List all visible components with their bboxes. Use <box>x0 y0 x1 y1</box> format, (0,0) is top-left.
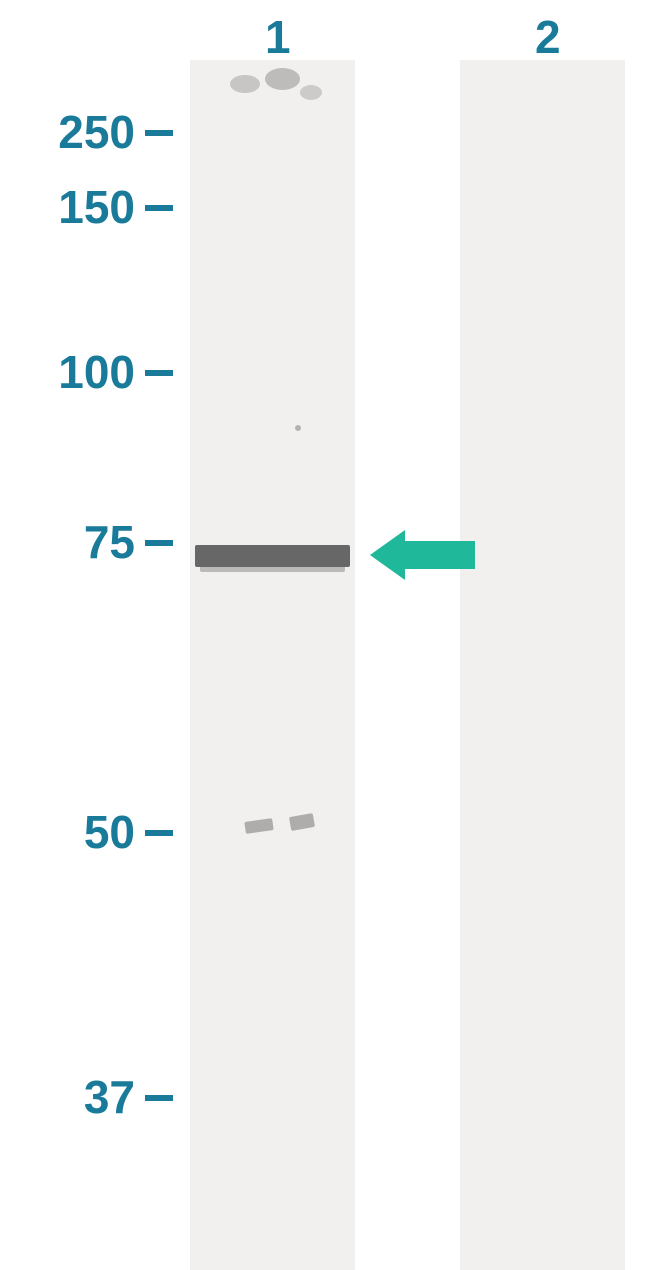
mw-label-250: 250 <box>58 105 135 159</box>
mw-tick-250 <box>145 130 173 136</box>
noise-spot <box>295 425 301 431</box>
lane-1-header: 1 <box>265 10 291 64</box>
mw-label-37: 37 <box>84 1070 135 1124</box>
mw-label-50: 50 <box>84 805 135 859</box>
mw-tick-100 <box>145 370 173 376</box>
noise-spot <box>230 75 260 93</box>
lane-1 <box>190 60 355 1270</box>
noise-spot <box>300 85 322 100</box>
mw-tick-150 <box>145 205 173 211</box>
lane-2-header: 2 <box>535 10 561 64</box>
band-lane1-75kda-shadow <box>200 562 345 572</box>
noise-spot <box>265 68 300 90</box>
mw-tick-75 <box>145 540 173 546</box>
blot-container: 1 2 250 150 100 75 50 37 <box>0 0 650 1270</box>
mw-label-150: 150 <box>58 180 135 234</box>
mw-label-100: 100 <box>58 345 135 399</box>
mw-label-75: 75 <box>84 515 135 569</box>
lane-2 <box>460 60 625 1270</box>
mw-tick-50 <box>145 830 173 836</box>
mw-tick-37 <box>145 1095 173 1101</box>
